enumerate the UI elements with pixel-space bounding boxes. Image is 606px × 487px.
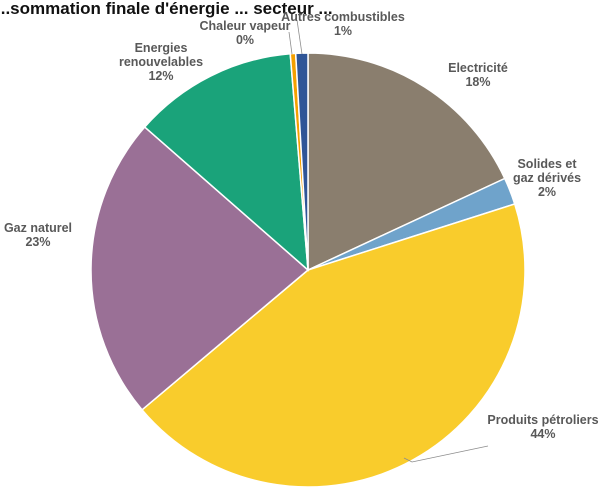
- leader-line-6: [296, 19, 303, 55]
- chart-title: ...sommation finale d'énergie ... secteu…: [0, 0, 333, 18]
- pie-slices: [90, 52, 526, 487]
- data-labels: Electricité 18% Solides et gaz dérivés 2% Pro…: [4, 10, 599, 441]
- pie-slice-2: [141, 203, 526, 487]
- pie-slice-3: [90, 125, 310, 411]
- leader-line-5: [288, 31, 293, 55]
- slice-label-2: Produits pétroliers 44%: [487, 413, 598, 441]
- slice-label-1: Solides et gaz dérivés 2%: [513, 157, 581, 199]
- slice-label-3: Gaz naturel 23%: [4, 221, 72, 249]
- pie-slice-0: [307, 52, 506, 272]
- slice-label-6: Autres combustibles 1%: [281, 10, 405, 38]
- slice-label-5: Chaleur vapeur 0%: [199, 19, 290, 47]
- leader-lines: [288, 19, 489, 463]
- leader-line-2: [403, 445, 489, 463]
- slice-label-0: Electricité 18%: [448, 61, 508, 89]
- slice-label-4: Energies renouvelables 12%: [119, 41, 203, 83]
- pie-slice-4: [143, 52, 309, 272]
